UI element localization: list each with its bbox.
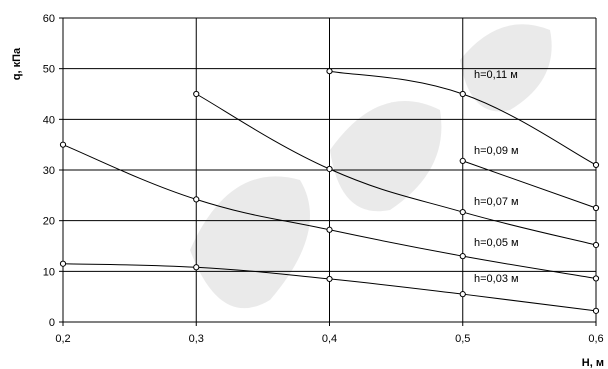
- series-label: h=0,03 м: [474, 273, 519, 285]
- series-line: [462, 160, 597, 209]
- data-point: [592, 275, 600, 282]
- y-tick-label: 10: [43, 266, 55, 278]
- data-point: [59, 260, 67, 267]
- x-axis-ticks: 0,2 0,3 0,4 0,5 0,6: [55, 333, 603, 345]
- data-point: [326, 275, 333, 283]
- series-labels: h=0,11 м h=0,09 м h=0,07 м h=0,05 м h=0,03 м: [474, 69, 519, 285]
- data-point: [459, 157, 466, 164]
- data-point: [193, 196, 200, 203]
- data-point: [326, 165, 333, 173]
- data-point: [592, 307, 600, 314]
- series-label: h=0,07 м: [474, 196, 519, 208]
- data-point: [459, 90, 466, 98]
- x-tick-label: 0,4: [322, 333, 337, 345]
- data-point: [59, 141, 67, 148]
- x-tick-label: 0,5: [455, 333, 470, 345]
- series-label: h=0,09 м: [474, 145, 519, 157]
- x-tick-label: 0,3: [189, 333, 204, 345]
- data-point: [592, 241, 600, 249]
- y-axis-ticks: 0 10 20 30 40 50 60: [43, 13, 55, 329]
- data-points: [59, 68, 600, 314]
- y-tick-label: 0: [49, 317, 55, 329]
- data-point: [326, 226, 333, 233]
- series-label: h=0,05 м: [474, 237, 519, 249]
- watermark: [190, 24, 552, 309]
- data-point: [459, 291, 466, 298]
- y-tick-label: 40: [43, 114, 55, 126]
- x-axis-title: H, м: [582, 357, 604, 369]
- data-point: [592, 204, 600, 212]
- plot-area: [59, 17, 600, 326]
- data-point: [592, 161, 600, 169]
- data-point: [193, 264, 200, 271]
- data-point: [326, 68, 333, 75]
- data-point: [459, 208, 466, 216]
- y-tick-label: 20: [43, 216, 55, 228]
- y-tick-label: 60: [43, 13, 55, 25]
- x-tick-label: 0,2: [55, 333, 70, 345]
- data-point: [459, 253, 466, 260]
- data-point: [193, 90, 200, 98]
- y-tick-label: 50: [43, 64, 55, 76]
- y-tick-label: 30: [43, 165, 55, 177]
- y-axis-title: q, кПа: [11, 47, 23, 80]
- x-tick-label: 0,6: [588, 333, 603, 345]
- series-label: h=0,11 м: [474, 69, 518, 81]
- series-line: [196, 93, 597, 246]
